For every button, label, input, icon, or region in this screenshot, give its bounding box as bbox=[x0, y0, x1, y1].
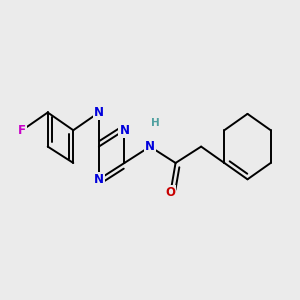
Text: F: F bbox=[18, 124, 26, 137]
Text: N: N bbox=[94, 173, 104, 186]
Text: N: N bbox=[94, 106, 104, 119]
Text: H: H bbox=[151, 118, 160, 128]
Text: O: O bbox=[166, 186, 176, 199]
Text: N: N bbox=[119, 124, 129, 137]
Text: N: N bbox=[145, 140, 155, 153]
